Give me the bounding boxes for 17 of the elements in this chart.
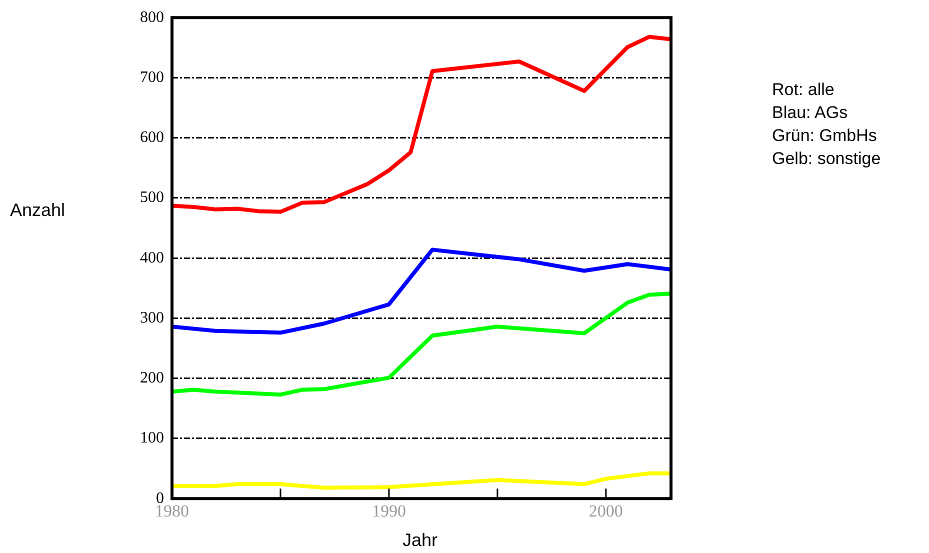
y-tick-label: 500 xyxy=(140,189,164,206)
y-tick-label: 0 xyxy=(156,490,164,507)
y-tick-label: 300 xyxy=(140,309,164,326)
x-tick-label: 1990 xyxy=(372,501,406,520)
text: Rot: alle xyxy=(772,79,836,101)
text: Grün: GmbHs xyxy=(772,125,878,147)
y-tick-label: 800 xyxy=(140,8,164,26)
text: Gelb: sonstige xyxy=(772,148,881,170)
y-tick-label: 700 xyxy=(140,68,164,86)
x-axis-title: Jahr xyxy=(401,530,438,551)
y-axis-title: Anzahl xyxy=(10,200,66,221)
y-tick-label: 100 xyxy=(140,430,164,447)
text: Blau: AGs xyxy=(772,102,849,124)
y-tick-label: 200 xyxy=(140,370,164,387)
y-tick-label: 400 xyxy=(140,249,164,266)
y-tick-label: 600 xyxy=(140,129,164,146)
x-tick-label: 2000 xyxy=(588,501,623,520)
